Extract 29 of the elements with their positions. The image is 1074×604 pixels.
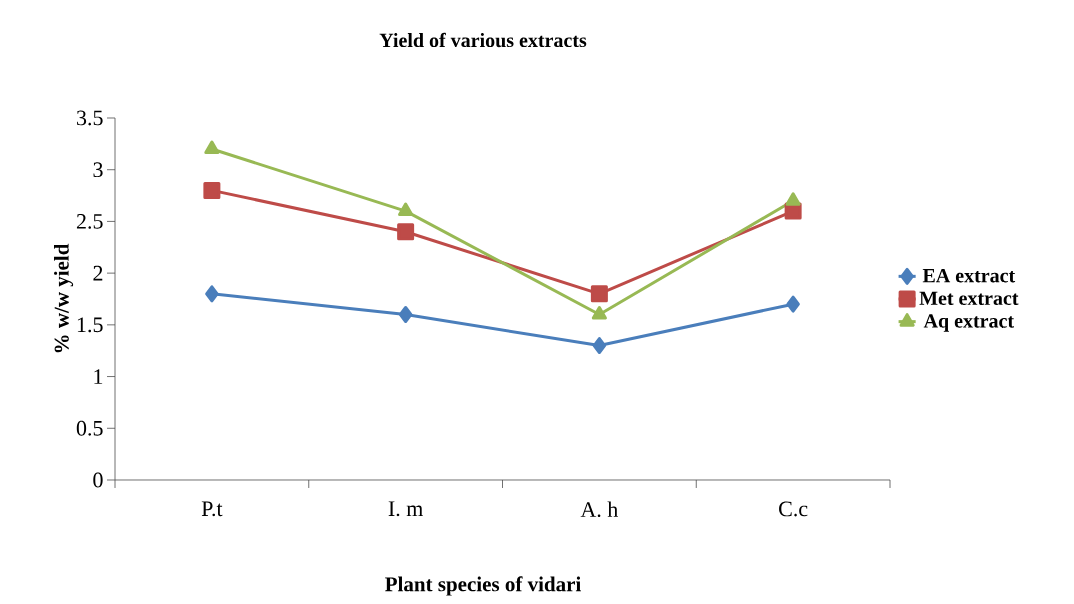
y-tick-label: 3: [93, 162, 103, 178]
chart-title: Yield of various extracts: [379, 32, 587, 48]
point: [591, 306, 607, 320]
x-tick-label: I. m: [388, 501, 423, 517]
y-tick-label: 1.5: [77, 317, 103, 333]
x-tick-label: C.c: [779, 501, 808, 517]
x-axis-title: Plant species of vidari: [385, 576, 581, 596]
point: [785, 192, 801, 206]
x-tick-label: P.t: [201, 501, 223, 517]
y-tick-label: 3.5: [77, 110, 103, 126]
legend-label: Met extract: [919, 291, 1019, 305]
y-tick-label: 2: [93, 265, 103, 281]
y-axis-title: % w/w yield: [54, 243, 74, 353]
point: [205, 285, 219, 303]
point: [592, 337, 607, 355]
legend-label: Aq extract: [923, 314, 1014, 332]
point: [204, 140, 220, 155]
y-tick-label: 1: [94, 369, 103, 384]
point: [590, 285, 608, 303]
legend-label: EA extract: [922, 268, 1016, 283]
point: [398, 202, 414, 217]
x-tick-label: A. h: [580, 501, 619, 518]
point: [786, 295, 800, 313]
point: [203, 181, 221, 199]
point: [397, 223, 415, 241]
y-tick-label: 2.5: [76, 213, 103, 229]
y-tick-label: 0.5: [76, 420, 103, 436]
point: [398, 306, 413, 323]
y-tick-label: 0: [93, 472, 103, 488]
